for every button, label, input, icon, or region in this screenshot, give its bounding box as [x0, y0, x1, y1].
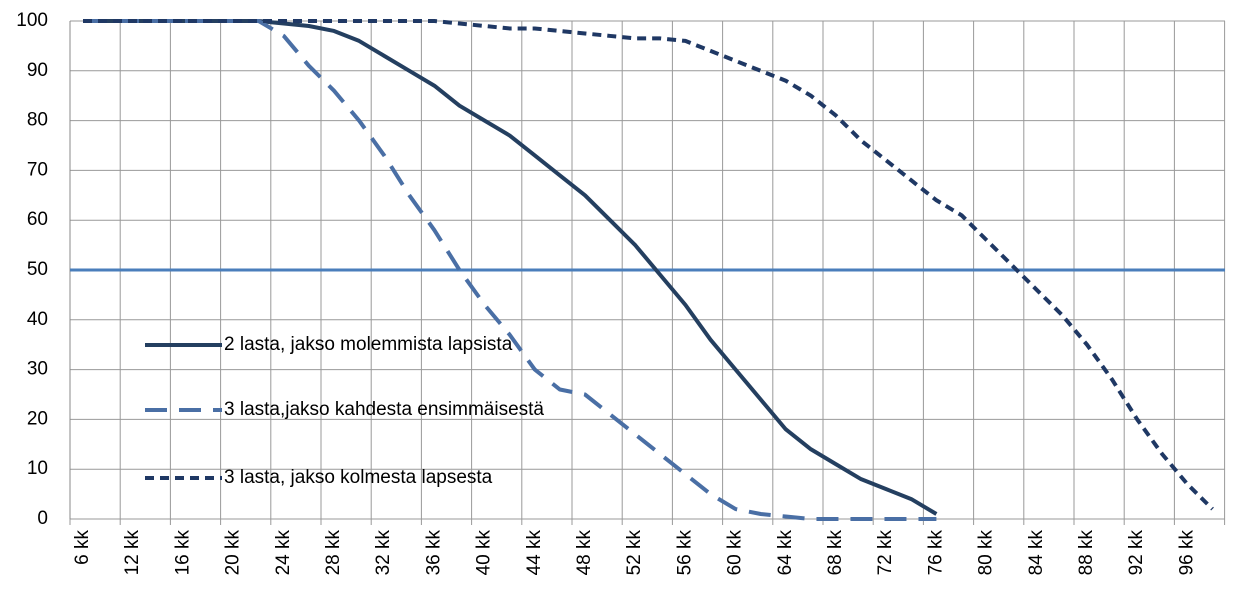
x-tick-label: 88 kk	[1076, 530, 1097, 576]
y-tick-label: 40	[27, 309, 48, 330]
y-tick-label: 0	[37, 508, 48, 529]
legend-label: 2 lasta, jakso molemmista lapsista	[224, 334, 513, 355]
x-tick-label: 64 kk	[775, 530, 796, 576]
x-tick-label: 96 kk	[1176, 530, 1197, 576]
x-tick-label: 68 kk	[825, 530, 846, 576]
legend-label: 3 lasta, jakso kolmesta lapsesta	[224, 467, 493, 488]
y-tick-label: 50	[27, 259, 48, 280]
y-tick-label: 10	[27, 458, 48, 479]
x-tick-label: 24 kk	[273, 530, 294, 576]
x-tick-label: 48 kk	[574, 530, 595, 576]
x-tick-label: 92 kk	[1126, 530, 1147, 576]
x-tick-label: 44 kk	[524, 530, 545, 576]
x-tick-label: 84 kk	[1026, 530, 1047, 576]
y-tick-label: 100	[16, 10, 48, 31]
x-tick-label: 28 kk	[323, 530, 344, 576]
y-tick-label: 90	[27, 60, 48, 81]
x-tick-label: 76 kk	[925, 530, 946, 576]
x-tick-label: 32 kk	[373, 530, 394, 576]
x-tick-label: 16 kk	[172, 530, 193, 576]
y-tick-label: 30	[27, 359, 48, 380]
y-tick-label: 70	[27, 159, 48, 180]
x-tick-label: 72 kk	[875, 530, 896, 576]
y-tick-label: 60	[27, 209, 48, 230]
x-tick-label: 20 kk	[223, 530, 244, 576]
series-line	[83, 19, 1214, 511]
x-tick-label: 56 kk	[674, 530, 695, 576]
x-tick-label: 40 kk	[474, 530, 495, 576]
x-tick-label: 60 kk	[725, 530, 746, 576]
x-tick-label: 52 kk	[624, 530, 645, 576]
x-tick-label: 36 kk	[423, 530, 444, 576]
legend-label: 3 lasta,jakso kahdesta ensimmäisestä	[224, 399, 544, 420]
x-tick-label: 6 kk	[72, 530, 93, 565]
x-tick-label: 80 kk	[976, 530, 997, 576]
y-tick-label: 80	[27, 110, 48, 131]
y-tick-label: 20	[27, 408, 48, 429]
x-tick-label: 12 kk	[122, 530, 143, 576]
